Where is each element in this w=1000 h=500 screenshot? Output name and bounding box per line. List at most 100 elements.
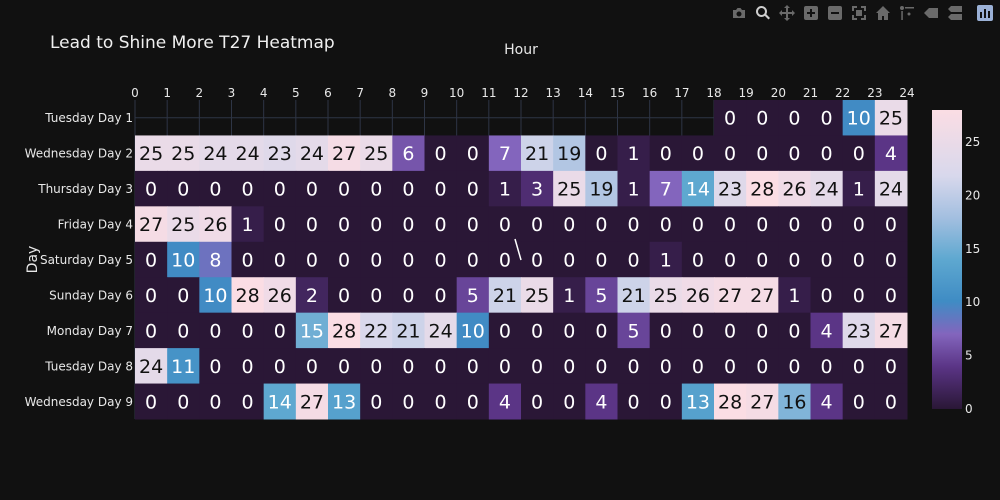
plotly-logo-button[interactable] xyxy=(974,2,996,24)
heatmap-cell[interactable] xyxy=(263,206,297,243)
heatmap-cell[interactable] xyxy=(617,241,651,278)
heatmap-cell[interactable] xyxy=(681,241,715,278)
heatmap-cell[interactable] xyxy=(392,170,425,207)
heatmap-cell[interactable] xyxy=(199,206,232,243)
heatmap-cell[interactable] xyxy=(553,135,586,172)
heatmap-cell[interactable] xyxy=(167,348,200,385)
heatmap-cell[interactable] xyxy=(424,312,458,349)
heatmap-cell[interactable] xyxy=(456,383,490,420)
heatmap-cell[interactable] xyxy=(714,277,747,314)
heatmap-cell[interactable] xyxy=(295,348,329,385)
spike-lines-button[interactable] xyxy=(896,2,918,24)
hover-closest-button[interactable] xyxy=(920,2,942,24)
heatmap-cell[interactable] xyxy=(263,312,297,349)
heatmap-cell[interactable] xyxy=(842,383,876,420)
heatmap-cell[interactable] xyxy=(810,348,844,385)
heatmap-cell[interactable] xyxy=(456,170,490,207)
heatmap-cell[interactable] xyxy=(714,241,747,278)
heatmap-cell[interactable] xyxy=(167,206,200,243)
heatmap-cell[interactable] xyxy=(456,312,490,349)
camera-button[interactable] xyxy=(728,2,750,24)
heatmap-cell[interactable] xyxy=(360,277,393,314)
heatmap-cell[interactable] xyxy=(231,241,265,278)
heatmap-cell[interactable] xyxy=(424,277,458,314)
heatmap-cell[interactable] xyxy=(617,312,651,349)
hover-compare-button[interactable] xyxy=(944,2,966,24)
heatmap-cell[interactable] xyxy=(167,135,200,172)
heatmap-cell[interactable] xyxy=(778,241,811,278)
heatmap-cell[interactable] xyxy=(295,383,329,420)
heatmap-cell[interactable] xyxy=(328,348,361,385)
heatmap-cell[interactable] xyxy=(714,383,747,420)
heatmap-cell[interactable] xyxy=(167,312,200,349)
heatmap-cell[interactable] xyxy=(585,277,618,314)
heatmap-cell[interactable] xyxy=(231,277,265,314)
heatmap-cell[interactable] xyxy=(585,348,618,385)
heatmap-cell[interactable] xyxy=(360,170,393,207)
heatmap-cell[interactable] xyxy=(328,312,361,349)
heatmap-cell[interactable] xyxy=(521,383,554,420)
heatmap-cell[interactable] xyxy=(488,348,522,385)
heatmap-cell[interactable] xyxy=(714,312,747,349)
heatmap-cell[interactable] xyxy=(553,170,586,207)
heatmap-cell[interactable] xyxy=(295,241,329,278)
heatmap-cell[interactable] xyxy=(360,206,393,243)
heatmap-cell[interactable] xyxy=(360,312,393,349)
heatmap-cell[interactable] xyxy=(746,383,779,420)
heatmap-cell[interactable] xyxy=(874,312,908,349)
heatmap-cell[interactable] xyxy=(746,100,779,136)
heatmap-cell[interactable] xyxy=(424,170,458,207)
heatmap-cell[interactable] xyxy=(842,170,876,207)
heatmap-cell[interactable] xyxy=(135,135,168,172)
heatmap-cell[interactable] xyxy=(328,383,361,420)
heatmap-cell[interactable] xyxy=(810,312,844,349)
heatmap-cell[interactable] xyxy=(714,348,747,385)
heatmap-cell[interactable] xyxy=(135,348,168,385)
zoom-out-button[interactable] xyxy=(824,2,846,24)
heatmap-cell[interactable] xyxy=(488,170,522,207)
heatmap-cell[interactable] xyxy=(456,241,490,278)
heatmap-cell[interactable] xyxy=(746,170,779,207)
home-button[interactable] xyxy=(872,2,894,24)
heatmap-cell[interactable] xyxy=(263,241,297,278)
heatmap-cell[interactable] xyxy=(392,312,425,349)
heatmap-cell[interactable] xyxy=(360,348,393,385)
heatmap-cell[interactable] xyxy=(842,277,876,314)
heatmap-cell[interactable] xyxy=(167,277,200,314)
heatmap-cell[interactable] xyxy=(874,277,908,314)
heatmap-cell[interactable] xyxy=(617,170,651,207)
heatmap-cell[interactable] xyxy=(456,277,490,314)
heatmap-cell[interactable] xyxy=(488,206,522,243)
heatmap-cell[interactable] xyxy=(328,135,361,172)
heatmap-cell[interactable] xyxy=(842,241,876,278)
heatmap-cell[interactable] xyxy=(810,241,844,278)
heatmap-cell[interactable] xyxy=(746,135,779,172)
heatmap-cell[interactable] xyxy=(649,241,683,278)
heatmap-cell[interactable] xyxy=(167,383,200,420)
heatmap-cell[interactable] xyxy=(231,206,265,243)
heatmap-cell[interactable] xyxy=(521,135,554,172)
heatmap-cell[interactable] xyxy=(424,383,458,420)
heatmap-cell[interactable] xyxy=(585,135,618,172)
heatmap-cell[interactable] xyxy=(328,241,361,278)
heatmap-cell[interactable] xyxy=(328,277,361,314)
heatmap-cell[interactable] xyxy=(649,348,683,385)
heatmap-cell[interactable] xyxy=(488,135,522,172)
heatmap-cell[interactable] xyxy=(585,383,618,420)
heatmap-cell[interactable] xyxy=(360,135,393,172)
heatmap-cell[interactable] xyxy=(392,383,425,420)
heatmap-cell[interactable] xyxy=(199,383,232,420)
heatmap-cell[interactable] xyxy=(778,383,811,420)
heatmap-cell[interactable] xyxy=(392,135,425,172)
heatmap-cell[interactable] xyxy=(681,277,715,314)
heatmap-cell[interactable] xyxy=(263,383,297,420)
heatmap-cell[interactable] xyxy=(167,170,200,207)
heatmap-cell[interactable] xyxy=(135,383,168,420)
heatmap-cell[interactable] xyxy=(488,383,522,420)
heatmap-cell[interactable] xyxy=(328,170,361,207)
heatmap-cell[interactable] xyxy=(681,206,715,243)
heatmap-cell[interactable] xyxy=(810,383,844,420)
heatmap-cell[interactable] xyxy=(521,170,554,207)
heatmap-cell[interactable] xyxy=(488,277,522,314)
